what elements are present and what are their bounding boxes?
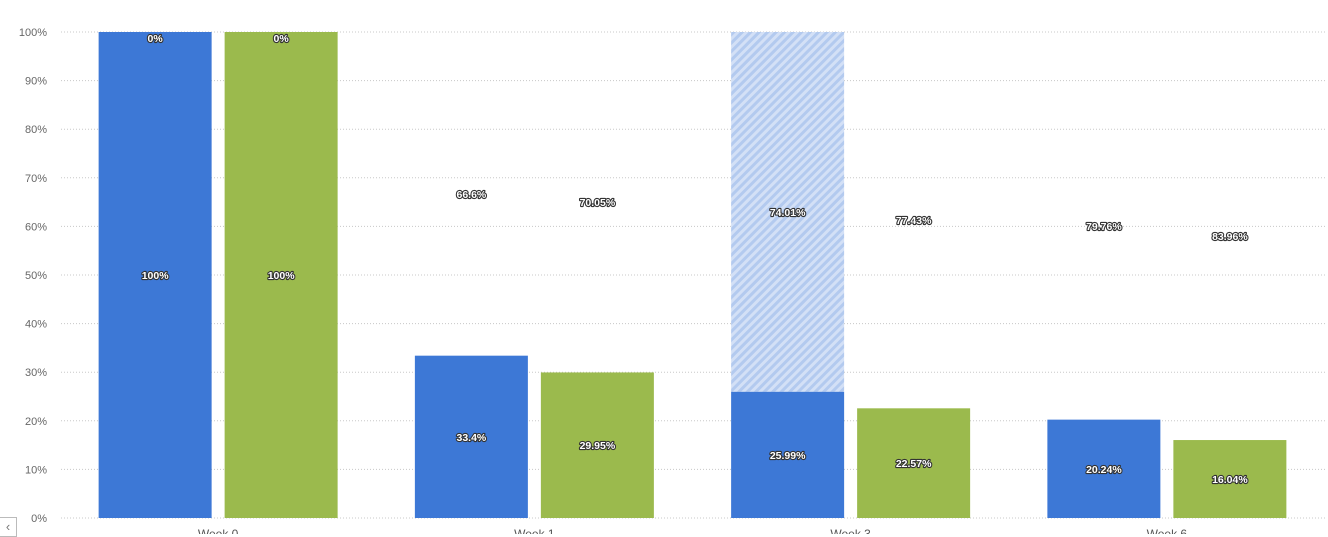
data-label-retained: 33.4% xyxy=(456,432,486,444)
data-label-retained: 29.95% xyxy=(580,440,616,452)
data-label-retained: 100% xyxy=(142,270,170,282)
x-tick-label: Week 1 xyxy=(514,527,555,534)
y-tick-label: 20% xyxy=(25,416,47,428)
data-label-dropped: 83.96% xyxy=(1212,231,1248,243)
y-tick-label: 30% xyxy=(25,367,47,379)
bar-retained xyxy=(731,391,845,518)
bar-retained xyxy=(540,372,654,518)
data-label-dropped: 77.43% xyxy=(896,215,932,227)
data-label-dropped: 79.76% xyxy=(1086,221,1122,233)
y-tick-label: 70% xyxy=(25,173,47,185)
y-tick-label: 60% xyxy=(25,221,47,233)
bar-retained xyxy=(98,32,212,518)
y-tick-label: 80% xyxy=(25,124,47,136)
bar-retained xyxy=(224,32,338,518)
bar-dropped-highlighted xyxy=(731,32,845,392)
data-label-dropped: 66.6% xyxy=(456,189,486,201)
bar-retained xyxy=(1173,440,1287,518)
data-label-dropped: 74.01% xyxy=(770,207,806,219)
y-tick-label: 0% xyxy=(31,513,47,525)
y-tick-label: 10% xyxy=(25,464,47,476)
x-tick-label: Week 0 xyxy=(198,527,239,534)
y-tick-label: 50% xyxy=(25,270,47,282)
scroll-left-button[interactable]: ‹ xyxy=(0,517,17,537)
data-label-retained: 100% xyxy=(268,270,296,282)
bar-retained xyxy=(857,408,971,518)
y-tick-label: 90% xyxy=(25,76,47,88)
data-label-dropped: 0% xyxy=(274,33,290,45)
bar-retained xyxy=(1047,419,1161,518)
y-tick-label: 40% xyxy=(25,319,47,331)
data-label-retained: 16.04% xyxy=(1212,474,1248,486)
data-label-dropped: 0% xyxy=(148,33,164,45)
data-label-dropped: 70.05% xyxy=(580,197,616,209)
bar-retained xyxy=(414,355,528,518)
x-tick-label: Week 3 xyxy=(830,527,871,534)
data-label-retained: 25.99% xyxy=(770,450,806,462)
data-label-retained: 22.57% xyxy=(896,458,932,470)
data-label-retained: 20.24% xyxy=(1086,464,1122,476)
y-tick-label: 100% xyxy=(19,27,47,39)
x-tick-label: Week 6 xyxy=(1147,527,1188,534)
